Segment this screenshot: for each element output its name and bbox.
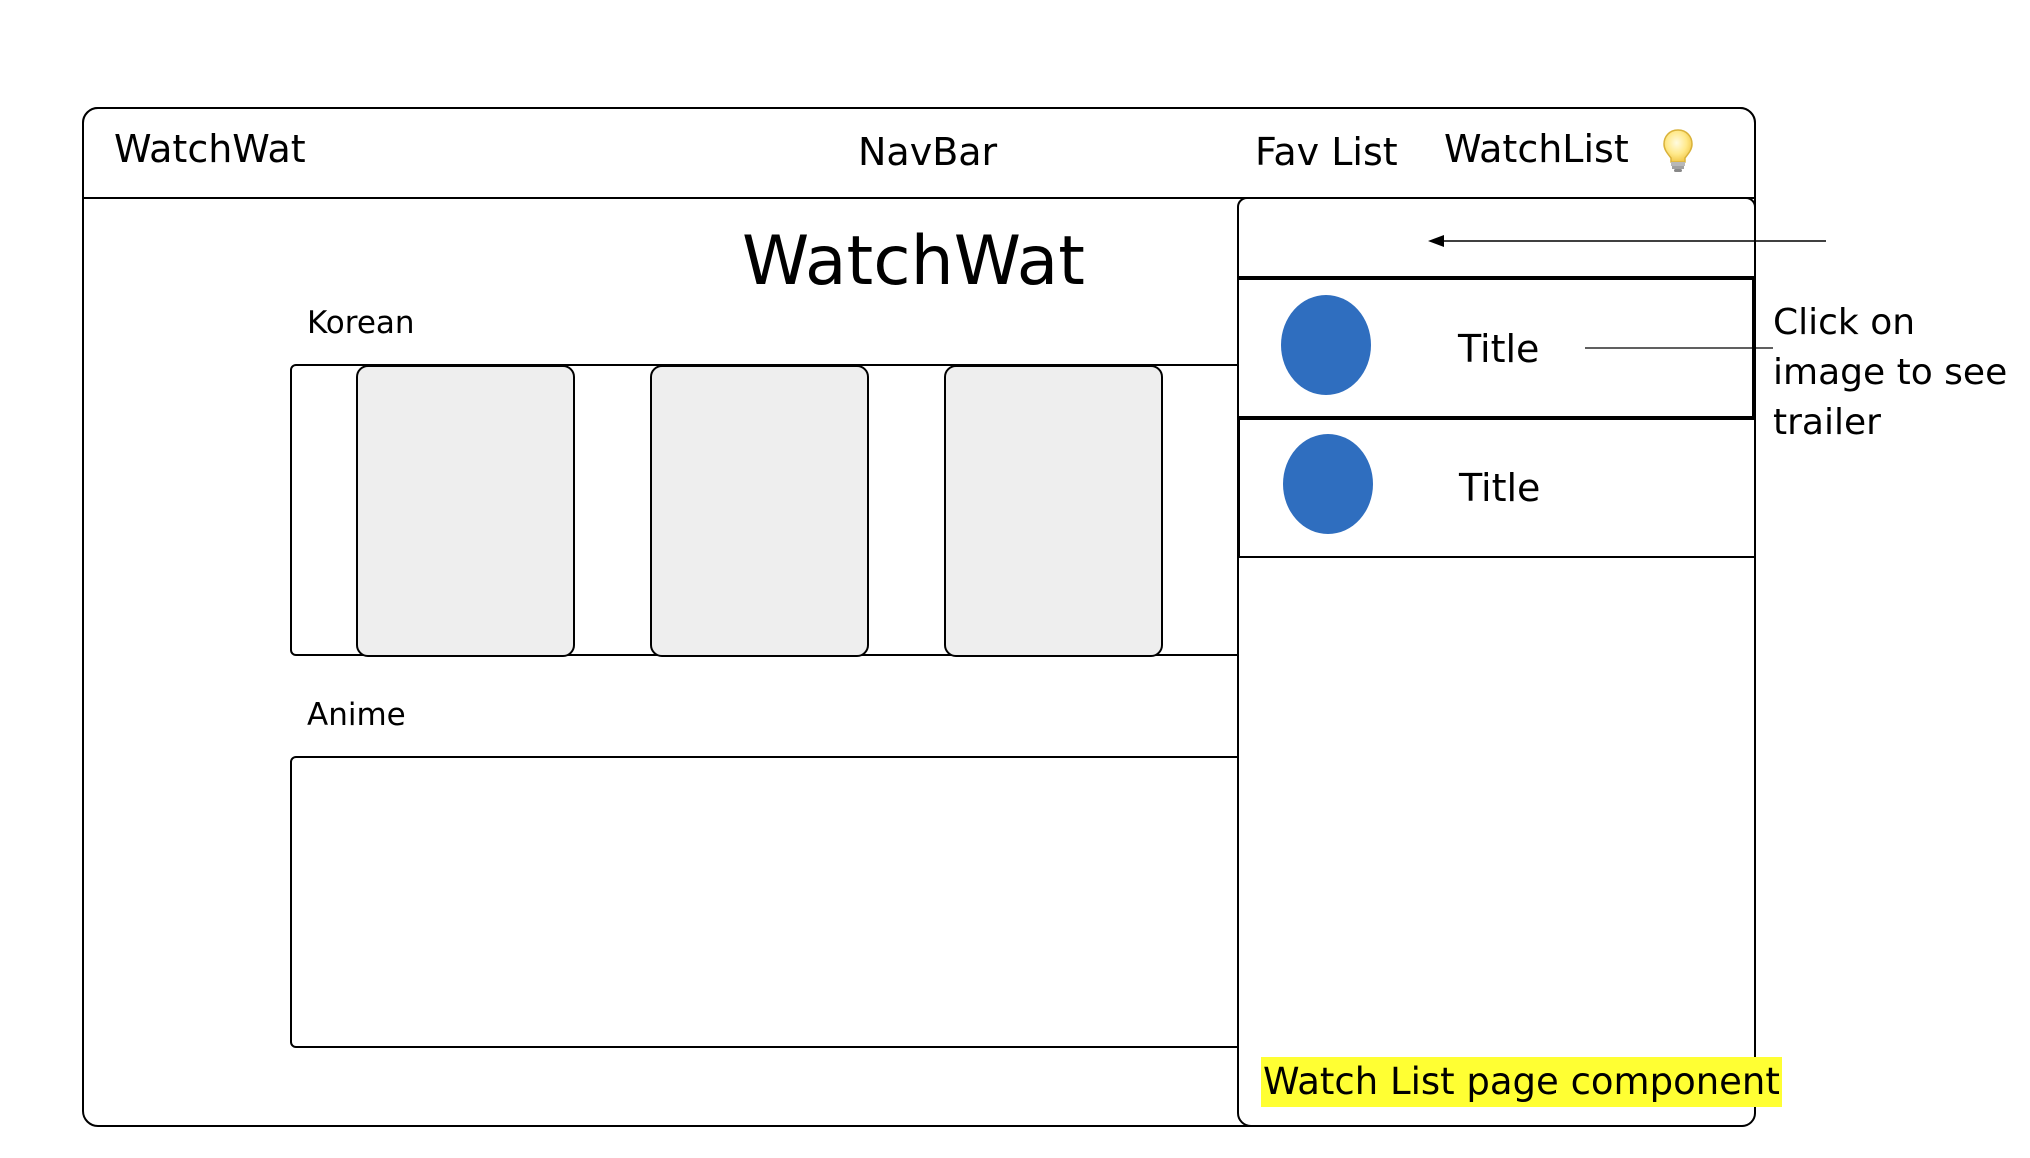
watchlist-item-thumbnail[interactable] <box>1281 295 1371 395</box>
section-label-anime: Anime <box>307 697 406 733</box>
poster-card[interactable] <box>944 365 1163 657</box>
watchlist-item-title: Title <box>1458 327 1540 371</box>
annotation-note: Click on image to see trailer <box>1773 302 2008 443</box>
page-title: WatchWat <box>742 222 1085 301</box>
nav-link-watchlist[interactable]: WatchList <box>1444 127 1629 171</box>
lightbulb-icon[interactable] <box>1662 128 1694 174</box>
section-label-korean: Korean <box>307 305 415 341</box>
nav-link-fav-list[interactable]: Fav List <box>1255 130 1398 174</box>
poster-card[interactable] <box>356 365 575 657</box>
carousel-anime[interactable] <box>290 756 1290 1048</box>
component-label: Watch List page component <box>1261 1057 1782 1107</box>
navbar <box>82 107 1756 199</box>
watchlist-item-thumbnail[interactable] <box>1283 434 1373 534</box>
poster-card[interactable] <box>650 365 869 657</box>
brand-logo[interactable]: WatchWat <box>114 127 306 171</box>
navbar-label: NavBar <box>858 130 998 174</box>
watchlist-panel-header-divider <box>1237 276 1756 278</box>
watchlist-item-title: Title <box>1459 466 1541 510</box>
